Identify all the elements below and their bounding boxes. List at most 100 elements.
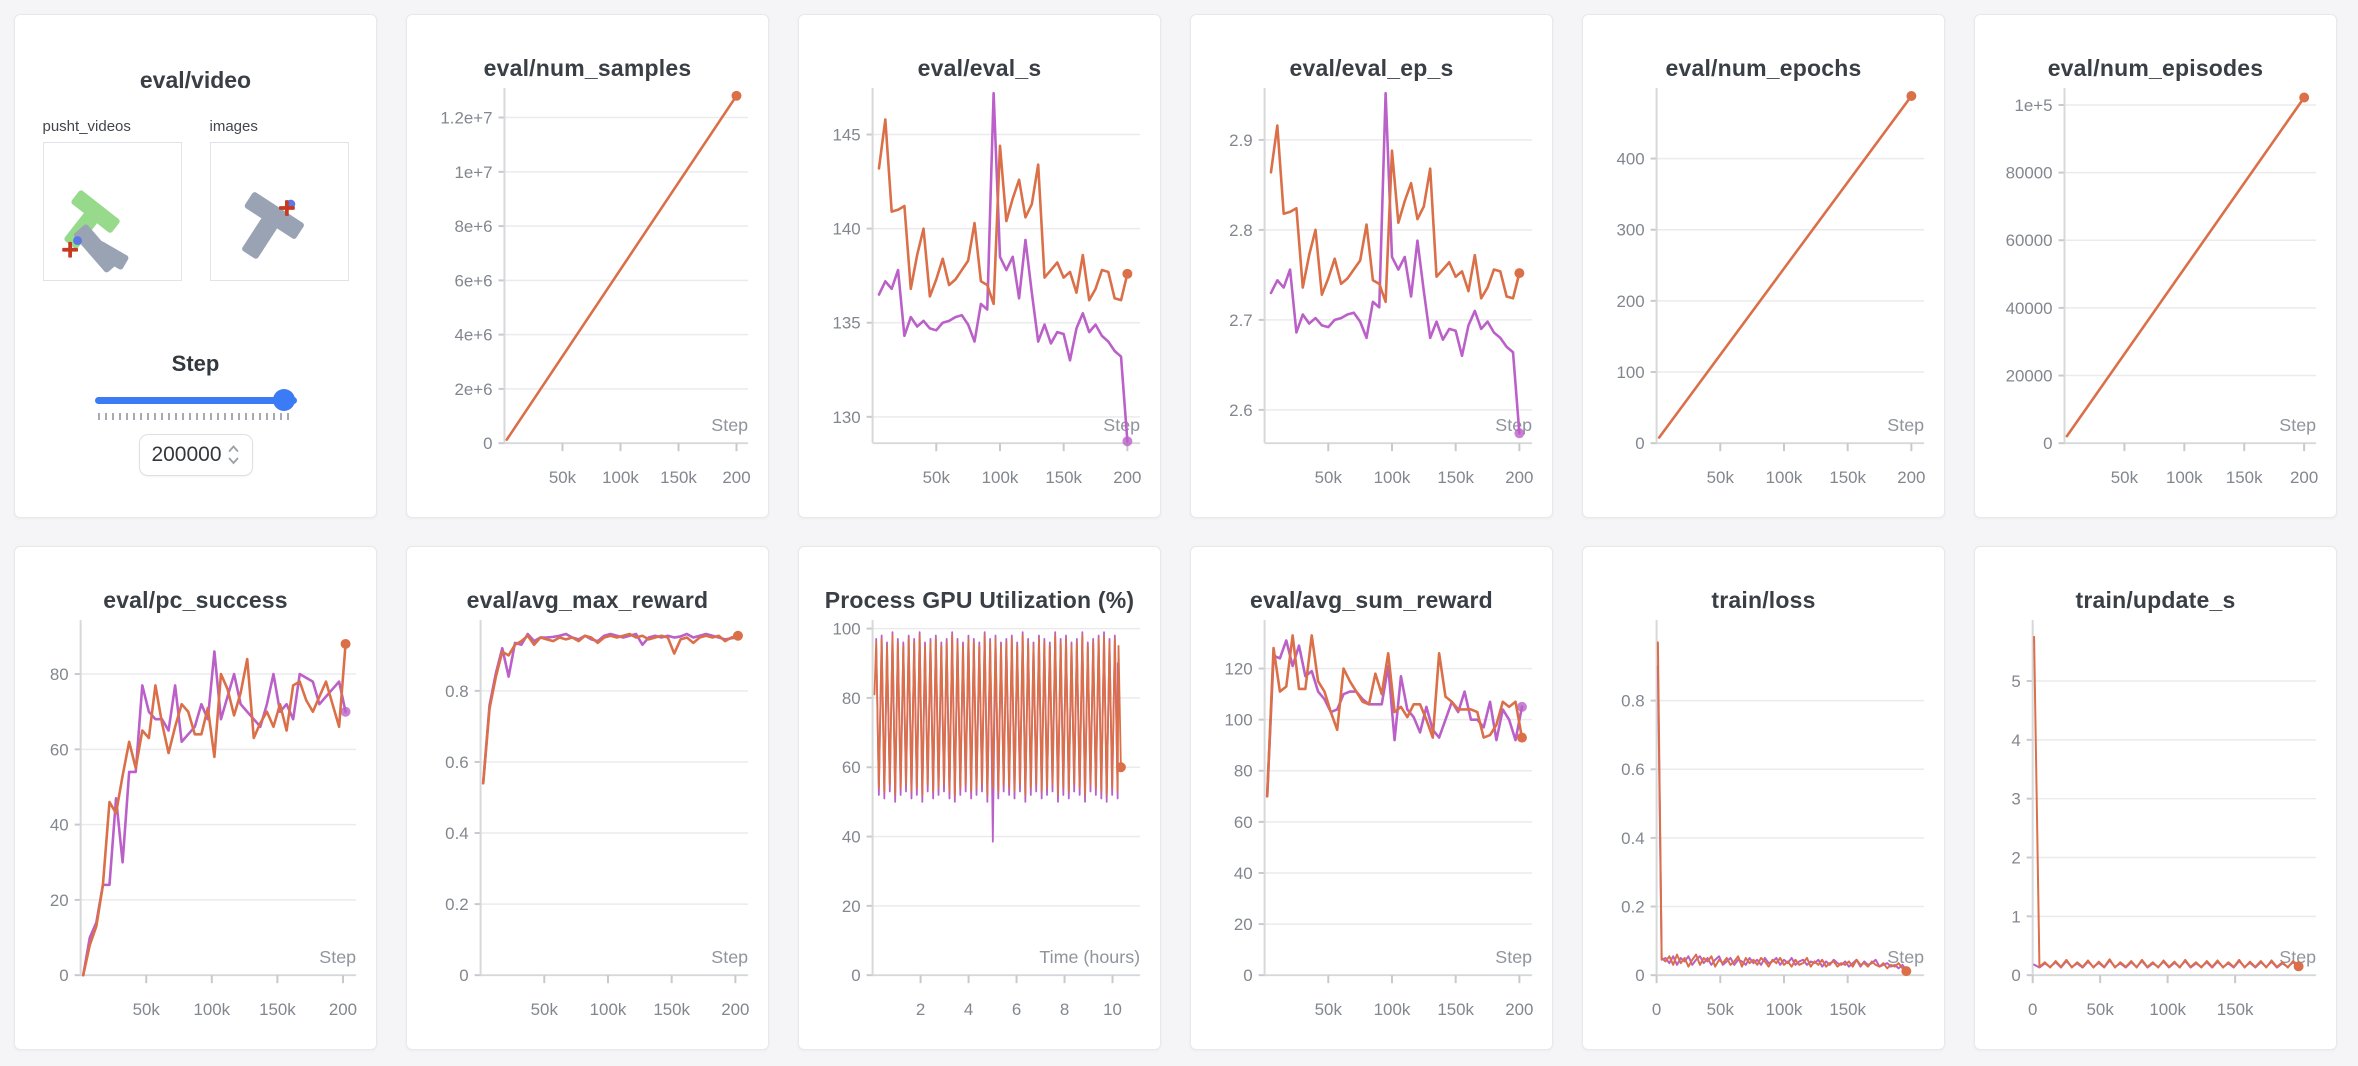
svg-text:150k: 150k	[660, 468, 697, 487]
svg-text:100: 100	[1616, 363, 1644, 382]
media-key-label: images	[209, 118, 258, 135]
svg-text:1e+7: 1e+7	[454, 163, 492, 182]
svg-text:50k: 50k	[549, 468, 577, 487]
image-thumbnail-images[interactable]	[209, 142, 349, 281]
svg-text:100k: 100k	[602, 468, 639, 487]
svg-text:60: 60	[842, 758, 861, 777]
step-value: 200000	[151, 443, 222, 466]
svg-text:50k: 50k	[2111, 468, 2139, 487]
stepper-down-icon[interactable]	[228, 457, 238, 465]
svg-text:50k: 50k	[133, 1000, 161, 1019]
line-chart[interactable]: 2.6 2.7 2.8 2.9 50k 100k 150k 200 Step	[1191, 86, 1552, 506]
svg-text:0: 0	[59, 966, 68, 985]
svg-text:200: 200	[1113, 468, 1141, 487]
svg-text:100k: 100k	[1374, 468, 1411, 487]
media-key-label: pusht_videos	[42, 118, 131, 135]
chart-title: eval/num_samples	[483, 55, 692, 81]
svg-text:100k: 100k	[2149, 1000, 2186, 1019]
media-thumbnails: pusht_videos	[15, 118, 376, 281]
svg-text:60: 60	[50, 740, 69, 759]
svg-text:Time (hours): Time (hours)	[1039, 947, 1140, 967]
step-slider-label: Step	[171, 351, 220, 376]
chart-panel-eval-eval-s: eval/eval_s 130 135 140 145 50k 100k 150k 200 St…	[798, 14, 1161, 518]
svg-text:200: 200	[1616, 292, 1644, 311]
step-slider[interactable]	[94, 389, 297, 411]
svg-text:Step: Step	[1103, 415, 1140, 435]
line-chart[interactable]: 0 100 200 300 400 50k 100k 150k 200 Step	[1583, 86, 1944, 506]
svg-text:Step: Step	[1887, 947, 1924, 967]
chart-title: eval/eval_ep_s	[1289, 55, 1454, 81]
chart-panel-eval-avg-max-reward: eval/avg_max_reward 0 0.2 0.4 0.6 0.8 50k 100k…	[406, 546, 769, 1050]
svg-text:100: 100	[832, 620, 860, 639]
svg-text:1: 1	[2011, 907, 2020, 926]
svg-text:150k: 150k	[653, 1000, 690, 1019]
svg-text:0: 0	[1243, 966, 1252, 985]
video-thumbnail-pusht-videos[interactable]	[42, 142, 182, 281]
svg-text:0.6: 0.6	[1621, 760, 1644, 779]
svg-text:50k: 50k	[1315, 468, 1343, 487]
stepper-up-icon[interactable]	[228, 445, 238, 452]
line-chart[interactable]: 0 0.2 0.4 0.6 0.8 50k 100k 150k 200 Step	[407, 618, 768, 1038]
svg-text:200: 200	[1505, 1000, 1533, 1019]
svg-text:1e+5: 1e+5	[2015, 96, 2053, 115]
chart-title: eval/num_epochs	[1665, 55, 1862, 81]
svg-text:50k: 50k	[1707, 468, 1735, 487]
svg-text:0: 0	[2028, 1000, 2037, 1019]
svg-text:50k: 50k	[923, 468, 951, 487]
svg-text:Step: Step	[711, 415, 748, 435]
line-chart[interactable]: 0 20 40 60 80 50k 100k 150k 200 Step	[15, 618, 376, 1038]
svg-text:150k: 150k	[1829, 468, 1866, 487]
chart-panel-eval-num-epochs: eval/num_epochs 0 100 200 300 400 50k 100k 150k…	[1582, 14, 1945, 518]
svg-text:8: 8	[1060, 1000, 1069, 1019]
svg-text:150k: 150k	[1829, 1000, 1866, 1019]
line-chart[interactable]: 0 20 40 60 80 100 2 4 6 8 10 Time (hours)	[799, 618, 1160, 1038]
slider-track[interactable]	[94, 397, 297, 404]
svg-text:50k: 50k	[531, 1000, 559, 1019]
svg-text:2: 2	[916, 1000, 925, 1019]
svg-text:100k: 100k	[1374, 1000, 1411, 1019]
svg-text:0: 0	[851, 966, 860, 985]
pusht-image-icon	[241, 192, 304, 259]
svg-text:50k: 50k	[1315, 1000, 1343, 1019]
svg-text:4: 4	[2011, 731, 2020, 750]
media-panel-eval-video: eval/video pusht_videos	[14, 14, 377, 518]
chart-title: eval/avg_sum_reward	[1250, 587, 1493, 613]
chart-panel-eval-eval-ep-s: eval/eval_ep_s 2.6 2.7 2.8 2.9 50k 100k 150k 20…	[1190, 14, 1553, 518]
svg-text:100k: 100k	[2166, 468, 2203, 487]
line-chart[interactable]: 0 20000 40000 60000 80000 1e+5 50k 100k 150k 200 S…	[1975, 86, 2336, 506]
svg-text:Step: Step	[1887, 415, 1924, 435]
step-value-input[interactable]: 200000	[138, 434, 253, 476]
svg-text:2.6: 2.6	[1229, 401, 1252, 420]
svg-text:40: 40	[50, 816, 69, 835]
svg-text:Step: Step	[711, 947, 748, 967]
chart-title: eval/pc_success	[103, 587, 288, 613]
svg-text:Step: Step	[1495, 415, 1532, 435]
chart-panel-train-update-s: train/update_s 0 1 2 3 4 5 0 50k 100k 150k Step	[1974, 546, 2337, 1050]
line-chart[interactable]: 0 20 40 60 80 100 120 50k 100k 150k 200 Step	[1191, 618, 1552, 1038]
chart-panel-gpu-utilization: Process GPU Utilization (%) 0 20 40 60 80 100…	[798, 546, 1161, 1050]
line-chart[interactable]: 0 2e+6 4e+6 6e+6 8e+6 1e+7 1.2e+7 50k 100k 150k 20…	[407, 86, 768, 506]
svg-text:300: 300	[1616, 221, 1644, 240]
svg-text:3: 3	[2011, 790, 2020, 809]
svg-text:2.8: 2.8	[1229, 221, 1252, 240]
svg-text:4e+6: 4e+6	[454, 326, 492, 345]
svg-text:200: 200	[1897, 468, 1925, 487]
svg-text:145: 145	[832, 125, 860, 144]
svg-text:200: 200	[721, 1000, 749, 1019]
slider-handle[interactable]	[272, 389, 295, 411]
svg-text:200: 200	[329, 1000, 357, 1019]
stepper-buttons[interactable]	[227, 443, 240, 467]
chart-title: Process GPU Utilization (%)	[824, 587, 1135, 613]
line-chart[interactable]: 0 1 2 3 4 5 0 50k 100k 150k Step	[1975, 618, 2336, 1038]
svg-text:100k: 100k	[590, 1000, 627, 1019]
svg-text:0.6: 0.6	[445, 753, 468, 772]
svg-text:0: 0	[483, 434, 492, 453]
svg-text:20000: 20000	[2006, 367, 2053, 386]
line-chart[interactable]: 130 135 140 145 50k 100k 150k 200 Step	[799, 86, 1160, 506]
svg-text:0.2: 0.2	[445, 895, 468, 914]
svg-text:1.2e+7: 1.2e+7	[440, 109, 492, 128]
svg-text:Step: Step	[2279, 415, 2316, 435]
chart-title: train/update_s	[2075, 587, 2236, 613]
line-chart[interactable]: 0 0.2 0.4 0.6 0.8 0 50k 100k 150k Step	[1583, 618, 1944, 1038]
